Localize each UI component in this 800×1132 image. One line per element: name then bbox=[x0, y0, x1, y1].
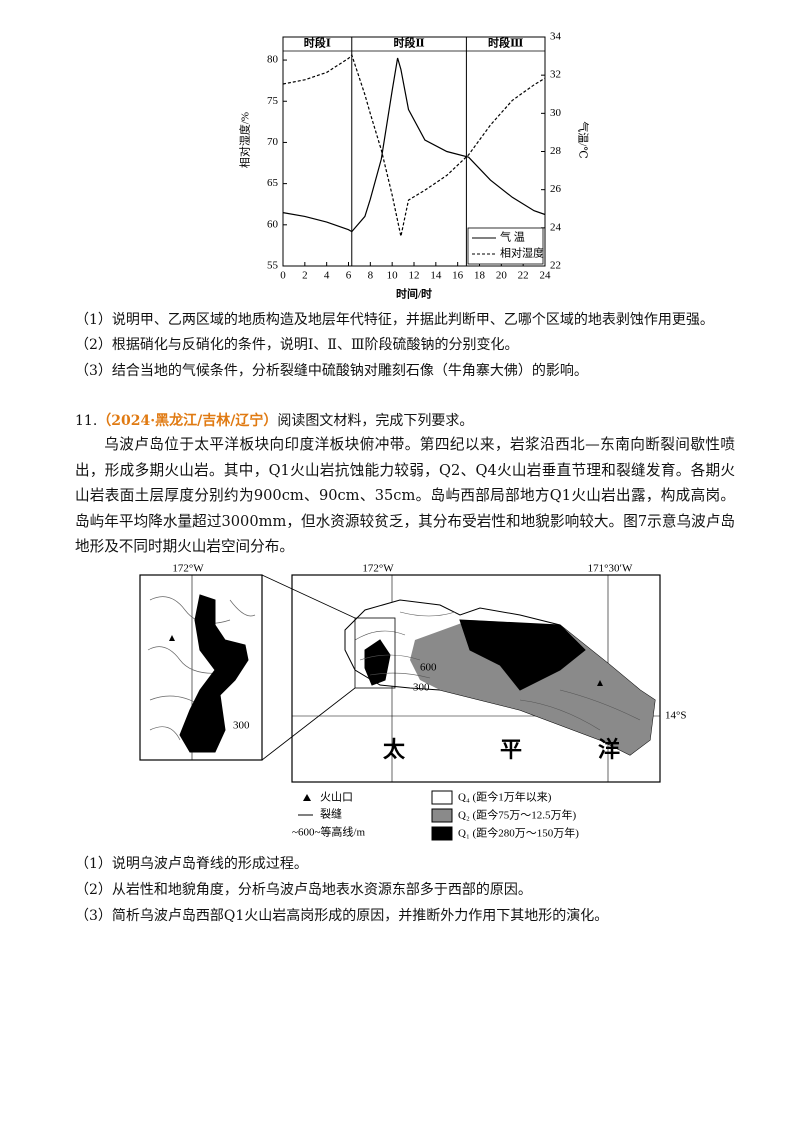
ocean-label: 洋 bbox=[598, 737, 620, 762]
map-label: 172°W bbox=[362, 563, 394, 575]
ocean-label: 太 bbox=[383, 737, 406, 762]
map bbox=[139, 574, 661, 841]
question: （2）从岩性和地貌角度，分析乌波卢岛地表水资源东部多于西部的原因。 bbox=[75, 882, 532, 898]
x-tick-label: 2 bbox=[302, 270, 308, 282]
y-tick-label: 70 bbox=[267, 136, 279, 148]
y2-tick-label: 28 bbox=[550, 145, 562, 157]
y2-axis-label: 气温/℃ bbox=[576, 121, 590, 158]
x-tick-label: 6 bbox=[346, 270, 352, 282]
series-line bbox=[282, 53, 546, 237]
contour-label: 300 bbox=[413, 682, 430, 694]
x-tick-label: 24 bbox=[540, 270, 552, 282]
question: （1）说明甲、乙两区域的地质构造及地层年代特征，并据此判断甲、乙哪个区域的地表剥… bbox=[75, 312, 714, 328]
legend-label: Q₂ (距今75万～12.5万年) bbox=[458, 808, 576, 822]
y2-tick-label: 22 bbox=[550, 260, 561, 272]
x-tick-label: 8 bbox=[368, 270, 374, 282]
y-tick-label: 80 bbox=[267, 54, 279, 66]
map-label: 171°30′W bbox=[588, 563, 633, 575]
legend-label: 相对湿度 bbox=[500, 246, 544, 260]
x-tick-label: 20 bbox=[496, 270, 508, 282]
y2-tick-label: 34 bbox=[550, 31, 562, 43]
inset-extent bbox=[354, 617, 396, 689]
x-tick-label: 16 bbox=[452, 270, 464, 282]
x-tick-label: 10 bbox=[387, 270, 399, 282]
q2-area bbox=[410, 620, 655, 755]
legend-label: 气 温 bbox=[500, 230, 525, 244]
y2-tick-label: 24 bbox=[550, 221, 562, 233]
y-tick-label: 55 bbox=[267, 260, 279, 272]
legend-q2 bbox=[431, 808, 453, 823]
ocean-label: 平 bbox=[500, 737, 522, 762]
q1-area bbox=[179, 594, 249, 753]
period-label: 时段Ⅲ bbox=[488, 36, 523, 50]
legend-crater bbox=[303, 794, 311, 801]
problem-head: 11.（2024·黑龙江/吉林/辽宁）阅读图文材料，完成下列要求。 bbox=[75, 410, 473, 430]
y2-tick-label: 26 bbox=[550, 183, 562, 195]
problem-source: （2024·黑龙江/吉林/辽宁） bbox=[97, 413, 278, 429]
period-label-bg bbox=[483, 38, 528, 50]
legend-label: Q₄ (距今1万年以来) bbox=[458, 790, 552, 804]
problem-text: 乌波卢岛位于太平洋板块向印度洋板块俯冲带。第四纪以来，岩浆沿西北—东南向断裂间歇… bbox=[75, 436, 735, 556]
contour-label: 600 bbox=[420, 662, 437, 674]
connector bbox=[261, 574, 356, 619]
y2-tick-label: 30 bbox=[550, 107, 562, 119]
period-label-bg bbox=[295, 38, 340, 50]
period-label-bg bbox=[387, 38, 432, 50]
y-axis-label: 相对湿度/% bbox=[238, 112, 252, 168]
y-tick-label: 75 bbox=[267, 95, 279, 107]
q1-area bbox=[364, 639, 391, 686]
question: （2）根据硝化与反硝化的条件，说明Ⅰ、Ⅱ、Ⅲ阶段硫酸钠的分别变化。 bbox=[75, 337, 519, 353]
period-label: 时段Ⅱ bbox=[393, 36, 424, 50]
legend-label: ~600~等高线/m bbox=[292, 825, 365, 839]
q1-area bbox=[459, 619, 586, 691]
x-tick-label: 22 bbox=[518, 270, 529, 282]
legend-q4 bbox=[431, 790, 453, 805]
legend-box bbox=[467, 227, 544, 265]
y-tick-label: 60 bbox=[267, 218, 279, 230]
y-tick-label: 65 bbox=[267, 177, 279, 189]
question: （3）结合当地的气候条件，分析裂缝中硫酸钠对雕刻石像（牛角寨大佛）的影响。 bbox=[75, 363, 588, 379]
connector bbox=[261, 687, 356, 761]
period-label: 时段Ⅰ bbox=[304, 36, 331, 50]
x-tick-label: 12 bbox=[409, 270, 420, 282]
y2-tick-label: 32 bbox=[550, 69, 561, 81]
legend-label: Q₁ (距今280万～150万年) bbox=[458, 826, 579, 840]
x-tick-label: 18 bbox=[474, 270, 486, 282]
legend-label: 裂缝 bbox=[320, 807, 342, 821]
contour-label: 300 bbox=[233, 720, 250, 732]
series-line bbox=[282, 57, 546, 233]
inset-frame bbox=[139, 574, 263, 761]
x-tick-label: 14 bbox=[430, 270, 442, 282]
map-label: 172°W bbox=[172, 563, 204, 575]
legend-label: 火山口 bbox=[320, 791, 353, 804]
map-label: 14°S bbox=[665, 710, 687, 722]
question: （1）说明乌波卢岛脊线的形成过程。 bbox=[75, 856, 308, 872]
contour bbox=[147, 596, 256, 741]
x-axis-label: 时间/时 bbox=[396, 287, 432, 301]
question: （3）简析乌波卢岛西部Q1火山岩高岗形成的原因，并推断外力作用下其地形的演化。 bbox=[75, 908, 609, 924]
x-tick-label: 4 bbox=[324, 270, 330, 282]
problem-number: 11. bbox=[75, 413, 98, 429]
contour bbox=[354, 611, 641, 731]
legend-q1 bbox=[431, 826, 453, 841]
main-frame bbox=[291, 574, 661, 783]
problem-instruction: 阅读图文材料，完成下列要求。 bbox=[277, 413, 474, 429]
x-tick-label: 0 bbox=[280, 270, 286, 282]
